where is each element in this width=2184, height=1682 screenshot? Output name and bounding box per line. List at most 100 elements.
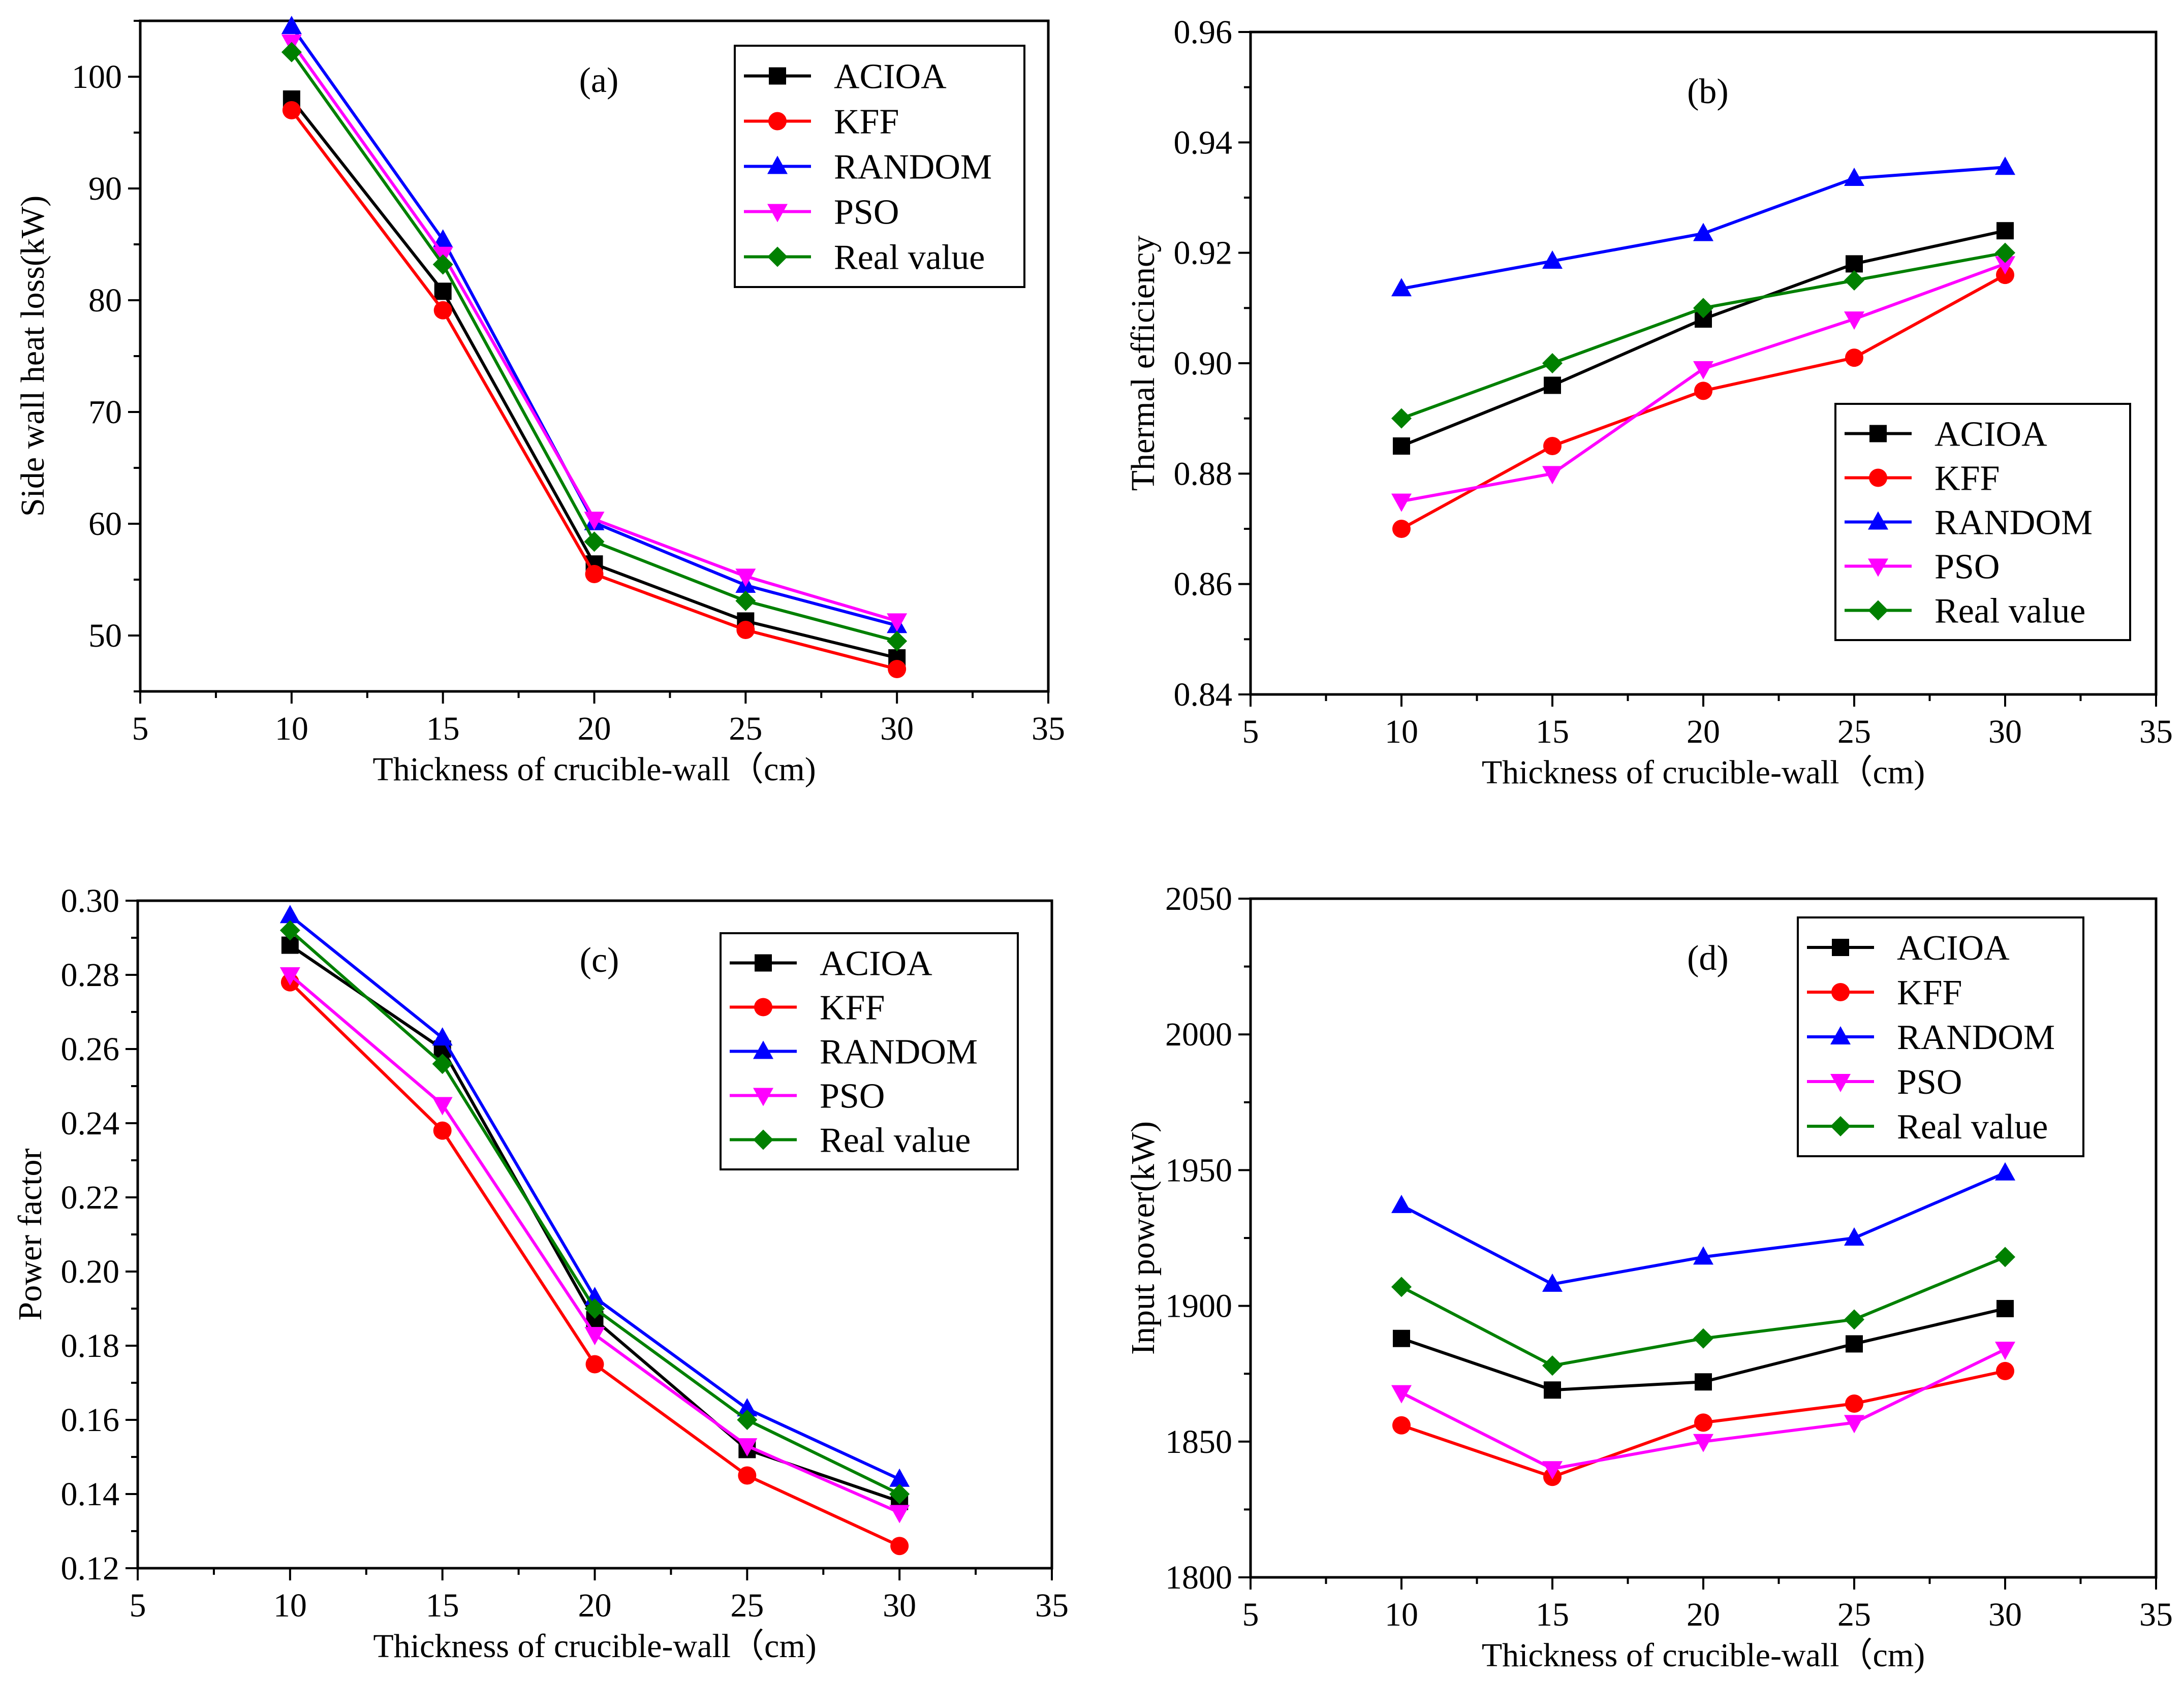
legend: ACIOA KFF RANDOM PSO Real value — [720, 932, 1019, 1170]
legend-marker — [1869, 468, 1887, 487]
data-point — [434, 282, 452, 300]
data-point — [432, 229, 453, 248]
series-pso — [1391, 256, 2015, 512]
data-point — [1693, 361, 1713, 379]
data-point — [1542, 466, 1563, 485]
x-tick-label: 30 — [1988, 713, 2022, 750]
y-tick-label: 0.86 — [1174, 566, 1233, 603]
legend-marker — [767, 204, 788, 223]
legend-item-acioa: ACIOA — [744, 57, 947, 97]
data-point — [432, 1027, 453, 1046]
legend-marker — [1869, 425, 1887, 442]
legend-marker — [769, 67, 786, 85]
data-point — [1393, 1329, 1410, 1347]
data-point — [735, 568, 756, 587]
x-axis-label: Thickness of crucible-wall（cm) — [372, 751, 816, 788]
data-point — [433, 1121, 452, 1140]
legend-label: KFF — [834, 103, 899, 142]
data-point — [1392, 1416, 1411, 1435]
legend-label: KFF — [1935, 459, 2000, 498]
legend-marker — [1868, 600, 1888, 621]
legend-label: Real value — [834, 238, 985, 277]
legend-marker — [1868, 558, 1888, 577]
series-real-value — [1391, 1247, 2015, 1376]
data-point — [1392, 520, 1411, 538]
legend-item-real-value: Real value — [730, 1121, 971, 1160]
y-tick-label: 1850 — [1165, 1423, 1232, 1461]
legend-label: PSO — [834, 193, 899, 232]
y-tick-label: 1800 — [1165, 1559, 1232, 1596]
x-tick-label: 25 — [1837, 1596, 1871, 1633]
x-tick-label: 10 — [275, 710, 308, 747]
x-tick-label: 20 — [578, 1587, 612, 1624]
data-point — [1845, 348, 1863, 367]
series-kff — [1392, 1361, 2014, 1486]
x-tick-label: 5 — [130, 1587, 146, 1624]
x-tick-label: 15 — [1536, 713, 1569, 750]
legend-item-pso: PSO — [1845, 548, 2000, 587]
legend-marker — [768, 112, 787, 131]
data-point — [1695, 1373, 1712, 1391]
data-point — [585, 1355, 604, 1374]
x-tick-label: 35 — [1035, 1587, 1069, 1624]
y-axis-label: Side wall heat loss(kW) — [14, 196, 51, 517]
data-point — [279, 920, 300, 941]
x-tick-label: 30 — [1988, 1596, 2022, 1633]
data-point — [1693, 223, 1713, 241]
legend-marker — [767, 246, 788, 267]
x-axis-label: Thickness of crucible-wall（cm) — [1482, 1637, 1925, 1674]
data-point — [1694, 1413, 1712, 1432]
legend-marker — [1830, 1074, 1851, 1092]
panel-a: 5 10 15 20 25 30 35 50 60 70 80 90 100 Thickness of c… — [14, 16, 1065, 788]
data-point — [1995, 256, 2015, 275]
data-point — [1845, 1394, 1863, 1413]
data-point — [1844, 1309, 1864, 1330]
y-tick-label: 2000 — [1165, 1016, 1232, 1053]
data-point — [1542, 1273, 1563, 1292]
legend-item-acioa: ACIOA — [730, 944, 932, 983]
legend: ACIOA KFF RANDOM PSO Real value — [1834, 403, 2131, 641]
data-point — [889, 1468, 910, 1487]
legend-item-pso: PSO — [730, 1077, 885, 1116]
data-point — [1391, 278, 1412, 297]
data-point — [1996, 1361, 2014, 1380]
legend-item-real-value: Real value — [1845, 592, 2085, 631]
legend-label: ACIOA — [1935, 415, 2047, 454]
x-tick-label: 10 — [1385, 1596, 1418, 1633]
y-tick-label: 0.14 — [61, 1476, 120, 1513]
data-point — [1844, 167, 1864, 186]
data-point — [1391, 1385, 1412, 1404]
x-tick-label: 30 — [883, 1587, 916, 1624]
y-tick-label: 1900 — [1165, 1288, 1232, 1325]
x-tick-label: 15 — [426, 1587, 459, 1624]
data-point — [1995, 1247, 2015, 1267]
data-point — [1996, 266, 2014, 284]
data-point — [1844, 1227, 1864, 1246]
x-tick-label: 10 — [1385, 713, 1418, 750]
data-point — [1995, 156, 2015, 175]
x-tick-label: 5 — [1242, 1596, 1259, 1633]
x-tick-label: 20 — [578, 710, 611, 747]
data-point — [1995, 1342, 2015, 1360]
y-tick-label: 0.20 — [61, 1253, 120, 1290]
data-point — [281, 42, 302, 62]
data-point — [1543, 437, 1562, 455]
x-tick-label: 5 — [132, 710, 149, 747]
data-point — [1995, 1162, 2015, 1181]
x-tick-label: 5 — [1242, 713, 1259, 750]
legend-label: PSO — [820, 1077, 885, 1116]
legend-item-kff: KFF — [1845, 459, 2000, 498]
y-tick-label: 0.90 — [1174, 345, 1233, 382]
data-point — [432, 254, 453, 275]
data-point — [887, 631, 908, 651]
x-tick-label: 25 — [729, 710, 762, 747]
data-point — [737, 1438, 758, 1457]
y-tick-label: 0.22 — [61, 1179, 120, 1216]
legend-marker — [753, 1129, 773, 1150]
x-tick-label: 25 — [1837, 713, 1871, 750]
x-axis-label: Thickness of crucible-wall（cm) — [373, 1628, 816, 1665]
y-axis-label: Power factor — [12, 1148, 49, 1320]
series-random — [1391, 1162, 2015, 1292]
data-point — [1996, 222, 2014, 240]
data-point — [1693, 1246, 1713, 1265]
